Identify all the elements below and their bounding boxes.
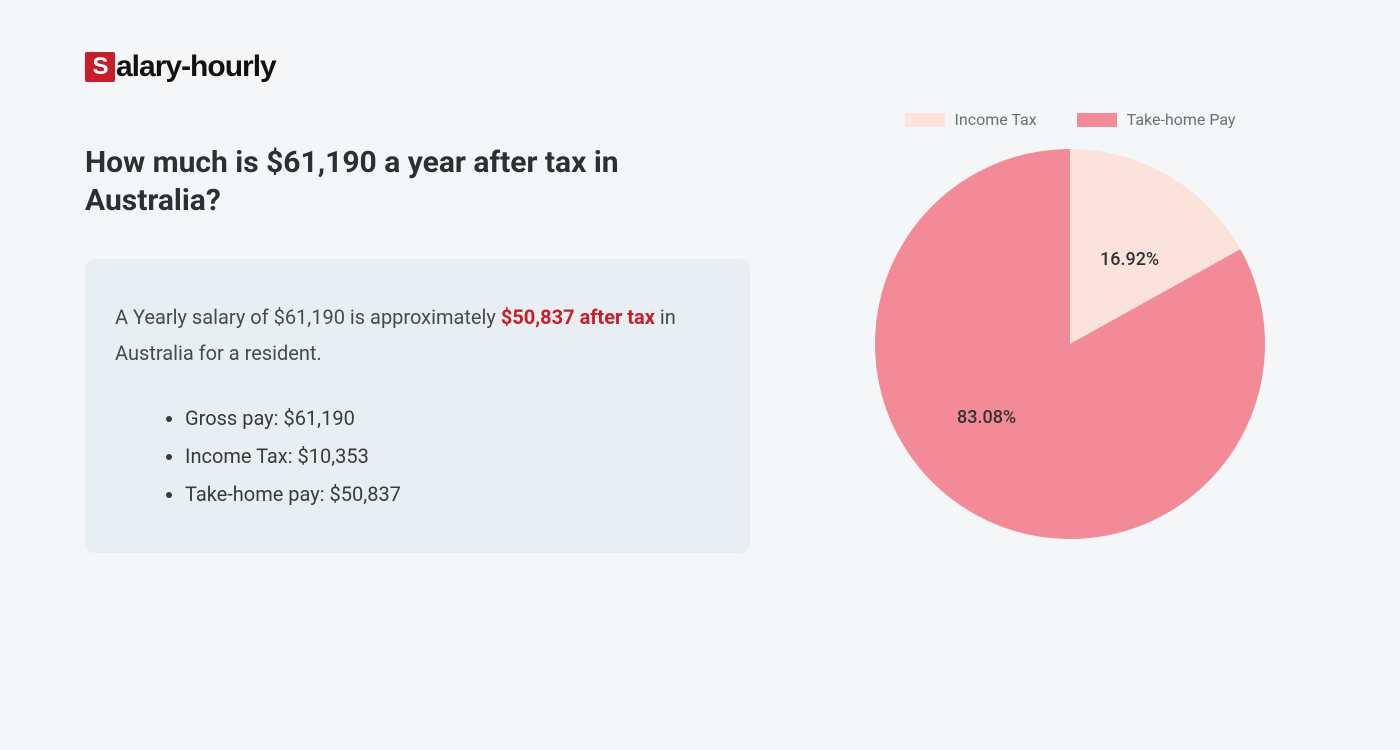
info-paragraph: A Yearly salary of $61,190 is approximat… bbox=[115, 299, 720, 371]
page-container: Salary-hourly How much is $61,190 a year… bbox=[0, 0, 1400, 593]
legend-swatch-icon bbox=[1077, 113, 1117, 127]
info-highlight: $50,837 after tax bbox=[501, 305, 655, 329]
legend-item-income-tax: Income Tax bbox=[905, 110, 1037, 129]
pie-circle bbox=[875, 149, 1265, 539]
logo: Salary-hourly bbox=[85, 50, 765, 84]
list-item: Gross pay: $61,190 bbox=[185, 399, 720, 437]
page-title: How much is $61,190 a year after tax in … bbox=[85, 144, 645, 219]
pie-slice-label: 83.08% bbox=[957, 407, 1016, 428]
legend-swatch-icon bbox=[905, 113, 945, 127]
logo-box-icon: S bbox=[85, 52, 115, 82]
list-item: Take-home pay: $50,837 bbox=[185, 475, 720, 513]
legend-label: Take-home Pay bbox=[1127, 110, 1236, 129]
info-bullet-list: Gross pay: $61,190 Income Tax: $10,353 T… bbox=[115, 399, 720, 513]
pie-slice-label: 16.92% bbox=[1100, 249, 1159, 270]
legend-item-take-home: Take-home Pay bbox=[1077, 110, 1236, 129]
chart-legend: Income Tax Take-home Pay bbox=[905, 110, 1236, 129]
right-column: Income Tax Take-home Pay 16.92% 83.08% bbox=[825, 40, 1315, 553]
logo-text: alary-hourly bbox=[116, 50, 276, 84]
legend-label: Income Tax bbox=[955, 110, 1037, 129]
info-box: A Yearly salary of $61,190 is approximat… bbox=[85, 259, 750, 553]
pie-chart: 16.92% 83.08% bbox=[875, 149, 1265, 539]
info-text-before: A Yearly salary of $61,190 is approximat… bbox=[115, 305, 501, 329]
left-column: Salary-hourly How much is $61,190 a year… bbox=[85, 40, 765, 553]
list-item: Income Tax: $10,353 bbox=[185, 437, 720, 475]
